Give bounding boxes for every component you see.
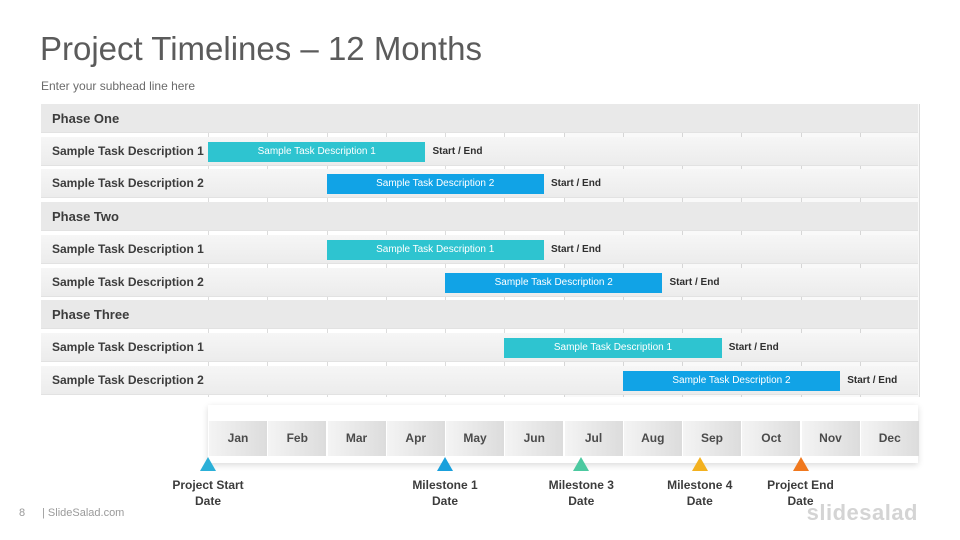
month-label: Sep [683, 421, 741, 456]
month-label: Dec [860, 421, 919, 456]
slide-subtitle: Enter your subhead line here [41, 79, 196, 93]
task-label: Sample Task Description 1 [52, 143, 204, 158]
phase-row: Phase One [41, 104, 918, 133]
month-label: Oct [742, 421, 801, 456]
start-end-label: Start / End [669, 276, 720, 288]
milestone-marker-icon [691, 457, 708, 471]
task-row: Sample Task Description 1 [41, 136, 918, 166]
task-bar[interactable]: Sample Task Description 1 [208, 141, 426, 162]
task-bar[interactable]: Sample Task Description 2 [622, 370, 841, 391]
month-label: Mar [327, 421, 386, 456]
month-label: Apr [386, 421, 445, 456]
start-end-label: Start / End [432, 145, 483, 157]
slide-title: Project Timelines – 12 Months [40, 30, 483, 67]
task-bar[interactable]: Sample Task Description 2 [445, 272, 663, 293]
gantt-grid: Phase One Sample Task Description 1 Sample… [41, 104, 920, 397]
task-label: Sample Task Description 1 [52, 339, 204, 354]
month-label: May [446, 421, 504, 456]
phase-label: Phase One [52, 111, 120, 126]
task-label: Sample Task Description 2 [52, 274, 204, 289]
page-number: 8 [19, 507, 26, 519]
month-label: Feb [268, 421, 327, 456]
task-row: Sample Task Description 2 [41, 169, 918, 199]
start-end-label: Start / End [550, 243, 601, 255]
month-label: Jun [505, 421, 564, 456]
milestone-label: Milestone 3 Date [548, 478, 614, 508]
task-label: Sample Task Description 2 [52, 176, 204, 191]
month-axis: Jan Feb Mar Apr May Jun Jul Aug Sep Oct Nov Dec [208, 405, 919, 463]
start-end-label: Start / End [550, 178, 601, 190]
milestone-label: Milestone 1 Date [412, 478, 478, 508]
slidesalad-logo: slidesalad [806, 500, 918, 525]
phase-label: Phase Two [52, 209, 119, 225]
milestone-marker-icon [200, 457, 216, 471]
phase-label: Phase Three [52, 307, 130, 323]
phase-row: Phase Three [41, 300, 918, 330]
milestone-marker-icon [792, 457, 809, 471]
milestone-marker-icon [573, 457, 590, 471]
month-label: Jan [209, 421, 267, 456]
task-label: Sample Task Description 2 [52, 372, 204, 387]
milestone-label: Project Start Date [172, 478, 244, 508]
footer-brand: | SlideSalad.com [42, 507, 125, 519]
task-label: Sample Task Description 1 [52, 241, 204, 256]
month-label: Nov [801, 421, 860, 456]
task-row: Sample Task Description 1 [41, 332, 918, 362]
month-divider [919, 104, 920, 397]
task-bar[interactable]: Sample Task Description 2 [326, 174, 544, 195]
milestone-label: Project End Date [767, 478, 834, 508]
task-bar[interactable]: Sample Task Description 1 [504, 337, 722, 358]
phase-row: Phase Two [41, 202, 918, 232]
milestone-marker-icon [437, 457, 453, 471]
start-end-label: Start / End [728, 341, 779, 353]
month-label: Jul [564, 421, 623, 456]
milestone-label: Milestone 4 Date [667, 478, 733, 508]
month-label: Aug [623, 421, 682, 456]
task-bar[interactable]: Sample Task Description 1 [326, 239, 544, 260]
start-end-label: Start / End [847, 374, 898, 386]
